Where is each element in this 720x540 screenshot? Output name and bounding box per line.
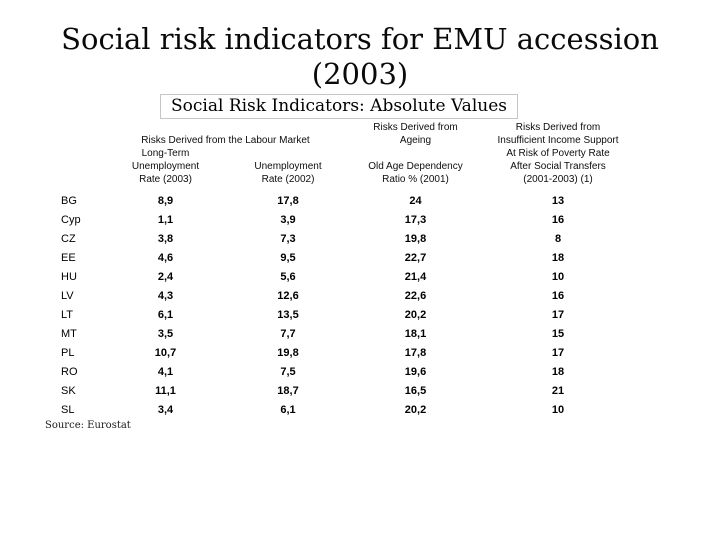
- value-oadr-2001: 24: [409, 194, 422, 207]
- country-code: SK: [61, 384, 76, 397]
- source-note: Source: Eurostat: [45, 420, 131, 431]
- table-row: PL 10,7 19,8 17,8 17: [43, 343, 635, 362]
- slide-title-line1: Social risk indicators for EMU accession: [61, 22, 659, 56]
- value-ltu-2003: 3,8: [157, 232, 174, 245]
- country-code: LV: [61, 289, 74, 302]
- slide-title: Social risk indicators for EMU accession…: [0, 22, 720, 92]
- value-oadr-2001: 17,8: [404, 346, 427, 359]
- value-ltu-2003: 4,3: [157, 289, 174, 302]
- value-poverty: 13: [551, 194, 565, 207]
- value-poverty: 16: [551, 289, 565, 302]
- table-row: LT 6,1 13,5 20,2 17: [43, 305, 635, 324]
- country-code: LT: [61, 308, 74, 321]
- group-header-income-support: Risks Derived from Insufficient Income S…: [497, 122, 619, 146]
- value-ltu-2003: 6,1: [157, 308, 174, 321]
- value-poverty: 10: [551, 270, 565, 283]
- column-header-poverty-rate: At Risk of Poverty Rate After Social Tra…: [506, 148, 610, 185]
- value-u-2002: 3,9: [280, 213, 296, 226]
- value-ltu-2003: 1,1: [157, 213, 174, 226]
- table-row: Cyp 1,1 3,9 17,3 16: [43, 210, 635, 229]
- table-row: BG 8,9 17,8 24 13: [43, 191, 635, 210]
- value-ltu-2003: 8,9: [157, 194, 174, 207]
- value-u-2002: 6,1: [280, 403, 296, 416]
- value-poverty: 18: [551, 251, 565, 264]
- value-poverty: 17: [551, 308, 565, 321]
- column-header-long-term-unemployment: Long-Term Unemployment Rate (2003): [131, 148, 200, 185]
- value-oadr-2001: 22,6: [404, 289, 427, 302]
- value-ltu-2003: 2,4: [157, 270, 174, 283]
- value-oadr-2001: 19,6: [404, 365, 427, 378]
- value-poverty: 21: [551, 384, 565, 397]
- table-row: SK 11,1 18,7 16,5 21: [43, 381, 635, 400]
- value-poverty: 17: [551, 346, 565, 359]
- value-oadr-2001: 20,2: [404, 308, 427, 321]
- value-poverty: 15: [551, 327, 565, 340]
- value-oadr-2001: 20,2: [404, 403, 427, 416]
- value-ltu-2003: 3,5: [157, 327, 174, 340]
- value-poverty: 18: [551, 365, 565, 378]
- country-code: BG: [61, 194, 77, 207]
- country-code: EE: [61, 251, 76, 264]
- value-ltu-2003: 11,1: [155, 384, 176, 397]
- value-u-2002: 12,6: [277, 289, 299, 302]
- value-u-2002: 5,6: [280, 270, 296, 283]
- table-column-header-row: Long-Term Unemployment Rate (2003) Unemp…: [43, 147, 635, 186]
- country-code: HU: [61, 270, 77, 283]
- value-u-2002: 9,5: [280, 251, 296, 264]
- value-poverty: 8: [554, 232, 562, 245]
- indicators-table: Social Risk Indicators: Absolute Values …: [43, 94, 635, 431]
- table-row: HU 2,4 5,6 21,4 10: [43, 267, 635, 286]
- value-oadr-2001: 19,8: [404, 232, 427, 245]
- value-ltu-2003: 10,7: [154, 346, 177, 359]
- value-oadr-2001: 17,3: [404, 213, 427, 226]
- column-header-old-age-dependency: Old Age Dependency Ratio % (2001): [368, 161, 463, 185]
- country-code: Cyp: [61, 213, 81, 226]
- table-row: RO 4,1 7,5 19,6 18: [43, 362, 635, 381]
- value-oadr-2001: 21,4: [404, 270, 427, 283]
- value-u-2002: 19,8: [277, 346, 299, 359]
- country-code: CZ: [61, 232, 76, 245]
- value-u-2002: 7,7: [280, 327, 296, 340]
- table-row: MT 3,5 7,7 18,1 15: [43, 324, 635, 343]
- table-row: EE 4,6 9,5 22,7 18: [43, 248, 635, 267]
- table-body: BG 8,9 17,8 24 13 Cyp 1,1 3,9 17,3 16 CZ 3,8 7,3 19,8…: [43, 191, 635, 419]
- country-code: SL: [61, 403, 75, 416]
- value-u-2002: 17,8: [277, 194, 299, 207]
- value-ltu-2003: 3,4: [157, 403, 174, 416]
- column-header-unemployment: Unemployment Rate (2002): [254, 161, 322, 185]
- value-poverty: 16: [551, 213, 565, 226]
- table-row: CZ 3,8 7,3 19,8 8: [43, 229, 635, 248]
- table-row: SL 3,4 6,1 20,2 10: [43, 400, 635, 419]
- country-code: RO: [61, 365, 78, 378]
- value-ltu-2003: 4,6: [157, 251, 174, 264]
- value-u-2002: 7,5: [280, 365, 296, 378]
- group-header-labour-market: Risks Derived from the Labour Market: [141, 135, 310, 146]
- value-oadr-2001: 16,5: [404, 384, 427, 397]
- value-u-2002: 18,7: [277, 384, 299, 397]
- value-u-2002: 13,5: [277, 308, 299, 321]
- slide-title-line2: (2003): [311, 57, 409, 91]
- value-poverty: 10: [551, 403, 565, 416]
- value-oadr-2001: 22,7: [404, 251, 427, 264]
- value-ltu-2003: 4,1: [157, 365, 174, 378]
- group-header-ageing: Risks Derived from Ageing: [373, 122, 458, 146]
- value-u-2002: 7,3: [280, 232, 296, 245]
- country-code: PL: [61, 346, 75, 359]
- country-code: MT: [61, 327, 77, 340]
- table-row: LV 4,3 12,6 22,6 16: [43, 286, 635, 305]
- value-oadr-2001: 18,1: [404, 327, 427, 340]
- table-title: Social Risk Indicators: Absolute Values: [160, 94, 518, 119]
- table-group-header-row: Risks Derived from the Labour Market Ris…: [43, 121, 635, 147]
